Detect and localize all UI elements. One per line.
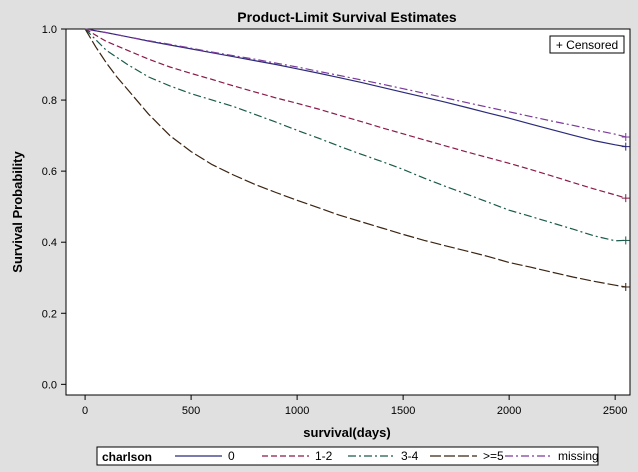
legend-title: charlson xyxy=(102,450,152,464)
censored-legend: + Censored xyxy=(549,35,625,54)
series-lines xyxy=(84,28,626,288)
axes: 0 500 1000 1500 2000 2500 0.0 0.2 0.4 0.6 0.8 1.0 xyxy=(42,24,628,417)
legend-entries: 0 1-2 3-4 >=5 missing xyxy=(175,449,599,463)
series-line-3-4 xyxy=(84,28,626,242)
x-tick-label: 500 xyxy=(182,405,200,417)
series-line-0 xyxy=(84,28,626,148)
x-axis-label: survival(days) xyxy=(303,425,390,440)
x-tick-label: 1000 xyxy=(285,405,309,417)
censor-marker xyxy=(621,282,630,291)
legend-label: 1-2 xyxy=(315,449,333,463)
censor-marker xyxy=(621,142,630,151)
series-line-missing xyxy=(84,28,626,138)
y-tick-label: 0.8 xyxy=(42,95,57,107)
legend: charlson 0 1-2 3-4 >=5 missing xyxy=(96,446,599,466)
x-tick-label: 2000 xyxy=(497,405,521,417)
censor-marker xyxy=(621,194,630,203)
chart-title: Product-Limit Survival Estimates xyxy=(237,9,457,25)
x-tick-label: 2500 xyxy=(603,405,627,417)
y-axis-label: Survival Probability xyxy=(10,151,25,273)
legend-label: 0 xyxy=(228,449,235,463)
censor-marker xyxy=(621,236,630,245)
legend-label: >=5 xyxy=(483,449,504,463)
y-tick-label: 0.2 xyxy=(42,308,57,320)
legend-label: 3-4 xyxy=(401,449,419,463)
plot-area xyxy=(65,28,631,396)
censor-markers xyxy=(621,133,630,291)
series-line--5 xyxy=(84,28,626,288)
censored-legend-box xyxy=(549,35,625,54)
y-tick-label: 0.6 xyxy=(42,166,57,178)
y-tick-label: 0.0 xyxy=(42,379,57,391)
censor-marker xyxy=(621,133,630,142)
censored-legend-label: + Censored xyxy=(556,38,618,52)
legend-box xyxy=(96,446,599,466)
legend-label: missing xyxy=(558,449,599,463)
series-line-1-2 xyxy=(84,28,626,199)
x-tick-label: 1500 xyxy=(391,405,415,417)
x-tick-label: 0 xyxy=(82,405,88,417)
y-tick-label: 1.0 xyxy=(42,24,57,36)
y-tick-label: 0.4 xyxy=(42,237,57,249)
